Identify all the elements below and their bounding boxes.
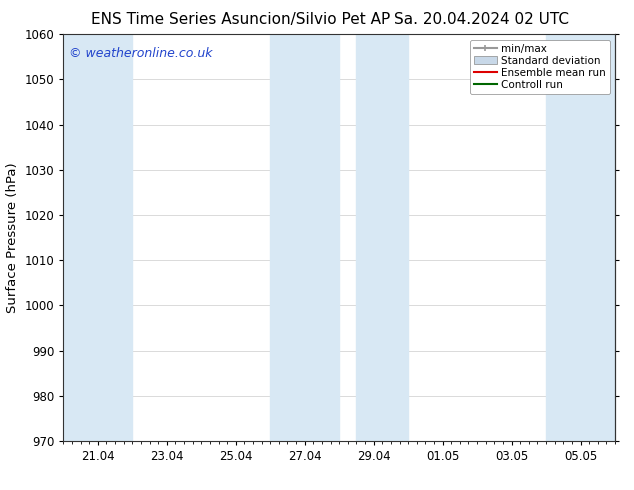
Bar xyxy=(356,34,408,441)
Legend: min/max, Standard deviation, Ensemble mean run, Controll run: min/max, Standard deviation, Ensemble me… xyxy=(470,40,610,94)
Text: ENS Time Series Asuncion/Silvio Pet AP: ENS Time Series Asuncion/Silvio Pet AP xyxy=(91,12,391,27)
Y-axis label: Surface Pressure (hPa): Surface Pressure (hPa) xyxy=(6,162,19,313)
Text: © weatheronline.co.uk: © weatheronline.co.uk xyxy=(69,47,212,59)
Bar xyxy=(546,34,615,441)
Bar xyxy=(63,34,133,441)
Bar xyxy=(270,34,339,441)
Text: Sa. 20.04.2024 02 UTC: Sa. 20.04.2024 02 UTC xyxy=(394,12,569,27)
